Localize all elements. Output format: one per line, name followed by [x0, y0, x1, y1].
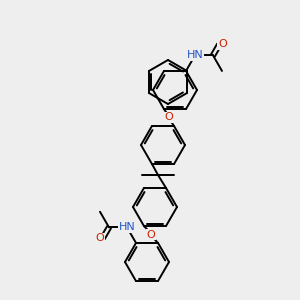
Text: O: O: [95, 233, 104, 243]
Text: HN: HN: [187, 50, 203, 60]
Text: O: O: [147, 230, 155, 239]
Text: O: O: [218, 39, 227, 50]
Text: O: O: [165, 112, 173, 122]
Text: HN: HN: [118, 222, 135, 233]
